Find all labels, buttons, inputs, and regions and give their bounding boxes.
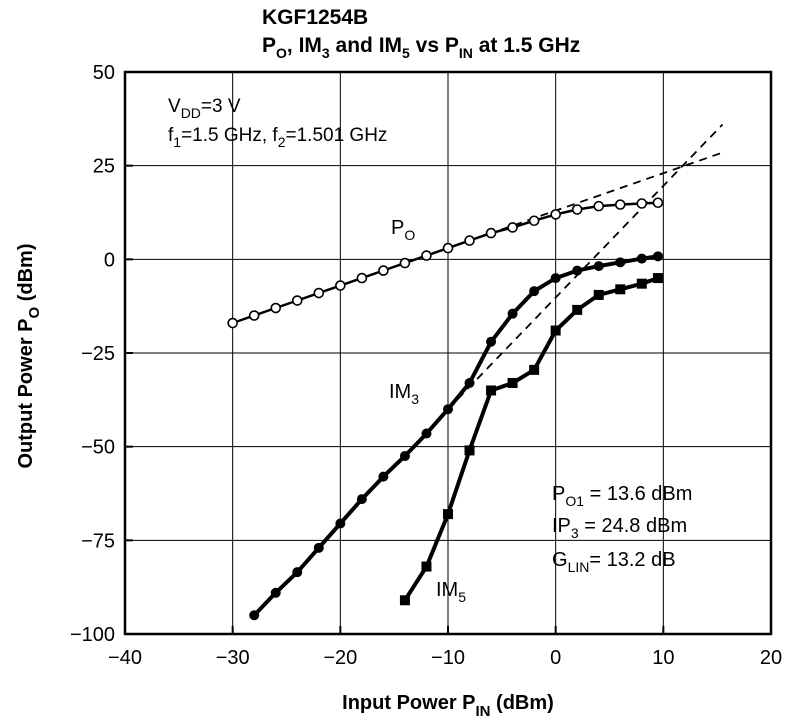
x-tick-label: −40 [108,647,142,669]
data-point [507,222,518,233]
data-point [550,325,561,336]
series-label-im5: IM5 [436,579,466,605]
data-point [443,509,453,520]
data-point [652,197,664,209]
x-tick-label: −10 [431,647,465,669]
y-tick-label: −25 [81,343,115,365]
data-point [485,227,497,239]
extrapolation-lines [447,123,724,410]
x-tick-label: 0 [550,647,561,669]
y-tick-label: −50 [81,437,115,459]
grid-lines [125,72,771,634]
data-point [313,287,325,299]
data-point [335,518,346,529]
data-point [464,445,475,456]
data-point [356,272,368,284]
summary-ip3: IP3 = 24.8 dBm [552,515,687,541]
data-point [550,273,561,284]
data-point [636,253,647,264]
series-layer [227,197,664,621]
data-point [421,428,432,439]
data-point [399,451,410,462]
data-point [528,215,540,227]
data-point [486,385,497,396]
data-point [464,377,475,388]
y-tick-label: 25 [93,156,115,178]
data-point [571,204,583,215]
data-point [652,251,663,262]
data-point [615,284,626,295]
data-point [507,377,518,388]
data-point [572,265,583,276]
y-tick-label: −100 [70,624,115,646]
x-axis-label: Input Power PIN (dBm) [342,692,554,720]
x-tick-label: 10 [652,647,674,669]
data-point [593,261,604,272]
data-point [507,308,518,319]
summary-po1: PO1 = 13.6 dBm [552,483,692,509]
series-po [227,197,664,329]
data-point [270,302,282,314]
data-point [550,209,561,220]
extrapolation-line [447,123,724,410]
data-point [356,494,367,505]
y-tick-label: 0 [104,249,115,271]
data-point [378,471,389,482]
data-point [593,289,604,300]
data-point [486,336,497,347]
data-point [464,235,475,246]
data-point [614,199,626,210]
x-tick-label: 20 [760,647,782,669]
data-point [378,265,389,276]
data-point [636,278,647,289]
data-point [529,364,540,375]
condition-vdd: VDD=3 V [168,96,241,121]
chart-title-line2: PO, IM3 and IM5 vs PIN at 1.5 GHz [262,34,580,61]
data-point [593,200,605,212]
data-point [248,310,260,321]
chart-title-line1: KGF1254B [262,6,368,29]
data-point [399,257,411,269]
series-im3 [249,251,663,621]
x-tick-label: −30 [216,647,250,669]
data-point [421,561,432,572]
data-point [291,295,303,306]
data-point [249,610,260,621]
data-point [270,587,281,598]
y-tick-label: −75 [81,530,115,552]
data-point [335,280,346,291]
y-tick-label: 50 [93,62,115,84]
series-label-im3: IM3 [389,381,419,407]
data-point [399,595,410,606]
condition-frequencies: f1=1.5 GHz, f2=1.501 GHz [168,125,387,150]
data-point [652,273,663,284]
summary-glin: GLIN= 13.2 dB [552,549,676,575]
series-label-po: PO [391,217,415,243]
data-point [529,286,540,297]
y-axis-label: Output Power PO (dBm) [15,244,43,469]
data-point [313,542,324,553]
x-tick-label: −20 [323,647,357,669]
data-point [421,250,432,261]
data-point [442,242,454,254]
data-point [227,317,238,329]
data-point [443,404,453,415]
data-point [615,257,626,268]
data-point [636,198,648,209]
data-point [572,304,583,315]
data-point [292,567,303,578]
series-im5 [399,273,663,606]
